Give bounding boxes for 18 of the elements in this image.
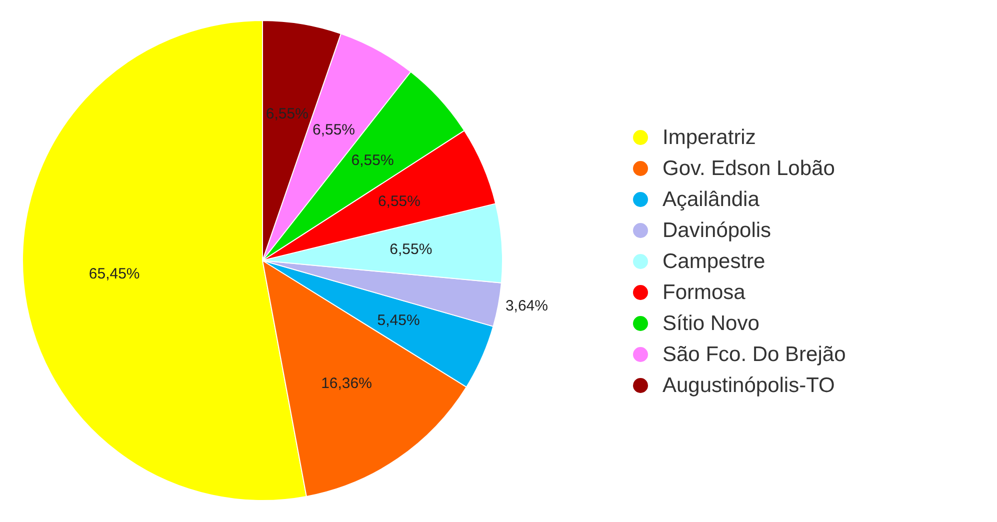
data-label: 6,55% <box>378 193 420 210</box>
data-label: 16,36% <box>321 374 372 392</box>
legend-label: Campestre <box>662 250 766 273</box>
data-label: 6,55% <box>351 152 394 169</box>
legend-label: Imperatriz <box>662 126 756 149</box>
data-label: 3,64% <box>505 298 548 315</box>
data-label: 6,55% <box>390 241 432 258</box>
legend-label: Gov. Edson Lobão <box>662 157 835 180</box>
data-label: 6,55% <box>312 121 356 138</box>
legend-label: Formosa <box>662 281 746 304</box>
data-label: 6,55% <box>266 105 308 122</box>
legend-label: Açailândia <box>662 188 760 211</box>
legend-label: São Fco. Do Brejão <box>662 343 846 366</box>
legend-label: Sítio Novo <box>662 312 760 335</box>
legend-label: Davinópolis <box>662 219 772 242</box>
data-label: 5,45% <box>377 312 420 330</box>
data-label: 65,45% <box>88 266 140 283</box>
legend-label: Augustinópolis-TO <box>662 374 835 397</box>
